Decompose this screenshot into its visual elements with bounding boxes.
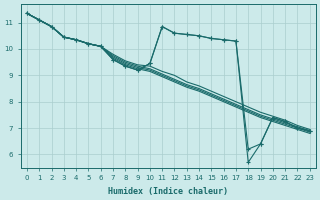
- X-axis label: Humidex (Indice chaleur): Humidex (Indice chaleur): [108, 187, 228, 196]
